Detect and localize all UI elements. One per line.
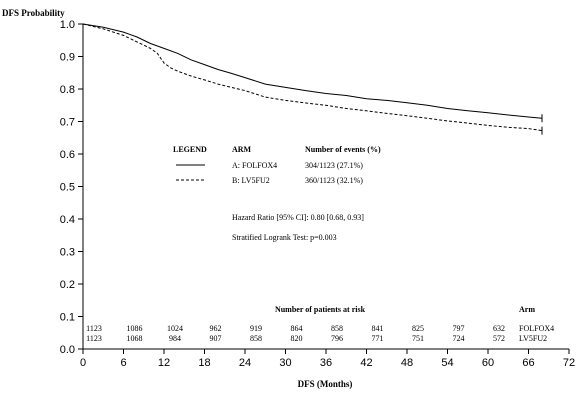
y-tick-label: 0.3 [60, 247, 75, 259]
y-tick-label: 0.5 [60, 182, 75, 194]
at-risk-count: 771 [372, 334, 384, 343]
x-axis-label: DFS (Months) [298, 379, 353, 389]
y-tick-label: 0.0 [60, 344, 75, 356]
y-tick-label: 1.0 [60, 19, 75, 31]
series-line-folfox4 [82, 23, 543, 119]
at-risk-count: 907 [210, 334, 222, 343]
legend-header-legend: LEGEND [173, 145, 207, 154]
y-tick-label: 0.2 [60, 279, 75, 291]
y-axis-label: DFS Probability [2, 8, 65, 18]
x-tick-label: 6 [120, 357, 126, 369]
at-risk-title: Number of patients at risk [275, 305, 366, 314]
x-tick-label: 72 [563, 357, 575, 369]
logrank-text: Stratified Logrank Test: p=0.003 [232, 233, 337, 242]
x-tick-label: 42 [360, 357, 372, 369]
at-risk-count: 632 [493, 324, 505, 333]
at-risk-count: 962 [210, 324, 222, 333]
at-risk-table: 1123 1086 1024 962 919 864 858 841 825 797 632 FOLF… [86, 324, 554, 343]
at-risk-count: 796 [331, 334, 343, 343]
at-risk-count: 858 [250, 334, 262, 343]
legend-header-arm: ARM [232, 145, 252, 154]
series-line-lv5fu2 [82, 23, 543, 132]
x-tick-label: 18 [198, 357, 210, 369]
y-ticks: 0.0 0.1 0.2 0.3 0.4 0.5 0.6 0.7 0.8 0.9 1.0 [60, 19, 83, 356]
at-risk-count: 572 [493, 334, 505, 343]
y-tick-label: 0.7 [60, 117, 75, 129]
legend: LEGEND ARM Number of events (%) A: FOLFO… [173, 145, 381, 185]
x-tick-label: 36 [320, 357, 332, 369]
x-tick-label: 66 [522, 357, 534, 369]
survival-curves [82, 23, 543, 135]
at-risk-arm-header: Arm [519, 305, 535, 314]
at-risk-count: 724 [453, 334, 465, 343]
hazard-ratio-text: Hazard Ratio [95% CI]: 0.80 [0.68, 0.93] [232, 213, 364, 222]
at-risk-count: 1123 [86, 324, 102, 333]
y-tick-label: 0.6 [60, 149, 75, 161]
at-risk-count: 864 [291, 324, 303, 333]
at-risk-count: 1068 [127, 334, 143, 343]
legend-series-b-name: B: LV5FU2 [232, 176, 270, 185]
at-risk-count: 820 [291, 334, 303, 343]
x-tick-label: 48 [401, 357, 413, 369]
at-risk-count: 1086 [127, 324, 143, 333]
x-tick-label: 24 [239, 357, 251, 369]
y-tick-label: 0.8 [60, 84, 75, 96]
at-risk-count: 1024 [167, 324, 183, 333]
at-risk-count: 1123 [86, 334, 102, 343]
legend-series-a-name: A: FOLFOX4 [232, 161, 277, 170]
y-tick-label: 0.9 [60, 52, 75, 64]
x-tick-label: 60 [482, 357, 494, 369]
at-risk-count: 825 [412, 324, 424, 333]
at-risk-count: 919 [250, 324, 262, 333]
legend-series-b-events: 360/1123 (32.1%) [305, 176, 363, 185]
at-risk-arm-label: LV5FU2 [519, 334, 547, 343]
at-risk-count: 841 [372, 324, 384, 333]
at-risk-count: 858 [331, 324, 343, 333]
at-risk-count: 797 [453, 324, 465, 333]
at-risk-count: 751 [412, 334, 424, 343]
x-tick-label: 0 [80, 357, 86, 369]
x-tick-label: 54 [441, 357, 453, 369]
legend-header-events: Number of events (%) [305, 145, 381, 154]
x-ticks: 0 6 12 18 24 30 36 42 48 54 60 66 72 [80, 349, 575, 369]
x-tick-label: 30 [279, 357, 291, 369]
legend-series-a-events: 304/1123 (27.1%) [305, 161, 363, 170]
x-tick-label: 12 [158, 357, 170, 369]
y-tick-label: 0.1 [60, 312, 75, 324]
y-tick-label: 0.4 [60, 214, 75, 226]
at-risk-count: 984 [169, 334, 181, 343]
at-risk-arm-label: FOLFOX4 [519, 324, 554, 333]
